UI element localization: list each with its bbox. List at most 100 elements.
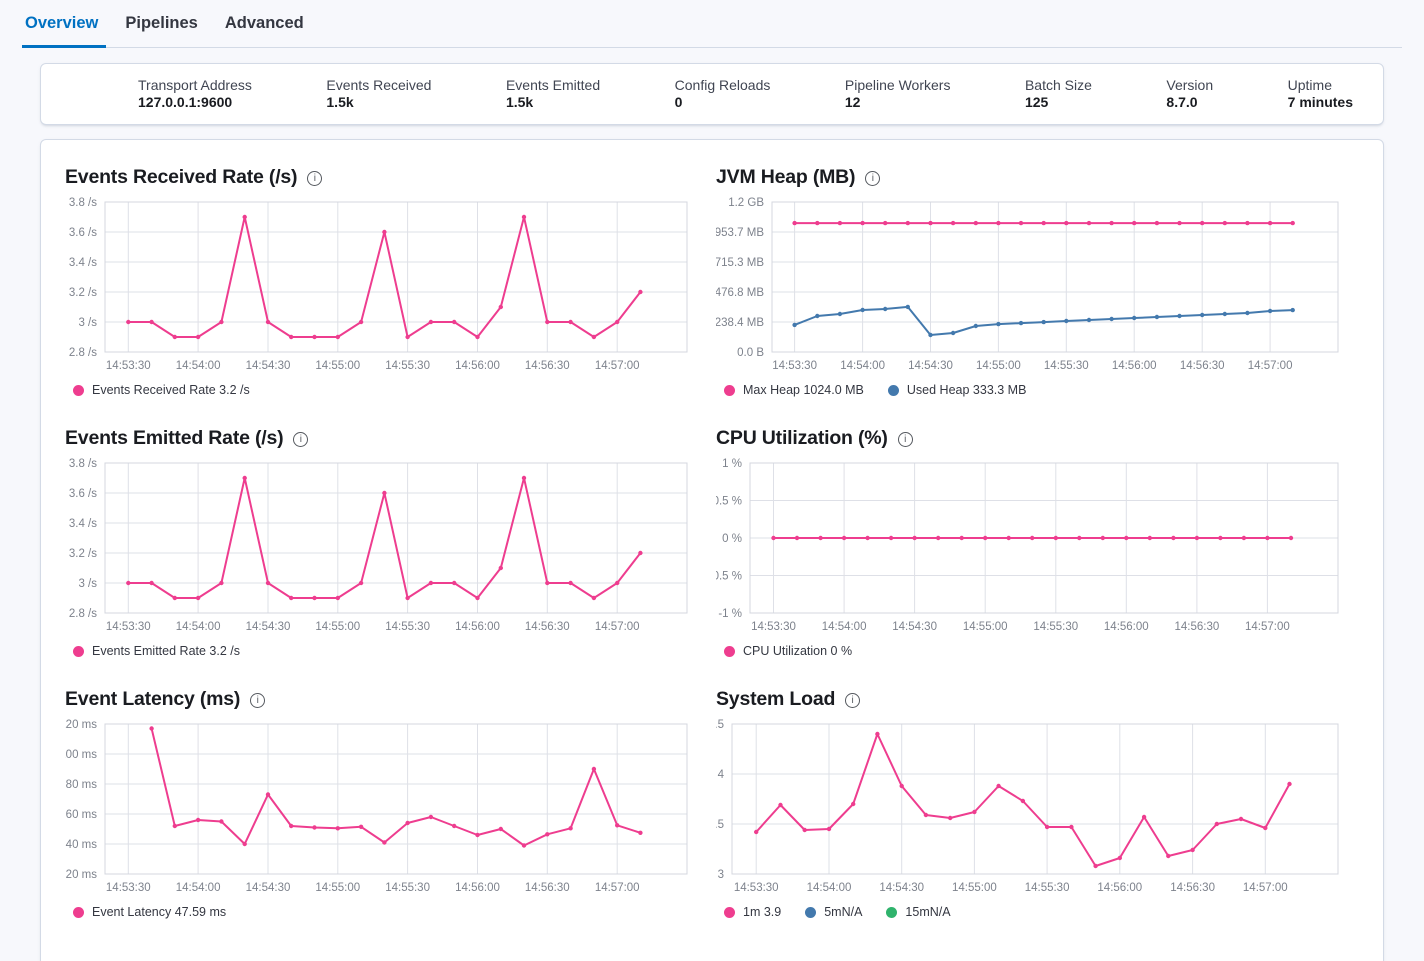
legend-dot <box>724 906 735 918</box>
summary-config-reloads: Config Reloads 0 <box>675 77 771 111</box>
svg-text:80 ms: 80 ms <box>66 779 98 791</box>
system-load-plot[interactable]: 4.5 4 3.5 3 14:53:30 14:54:00 14:54:30 14:55:00… <box>716 718 1340 900</box>
chart-title-row: Events Received Rate (/s) <box>65 166 687 189</box>
jvm-heap-plot[interactable]: 1.2 GB 953.7 MB 715.3 MB 476.8 MB 238.4 MB 0.… <box>716 196 1340 378</box>
legend-dot <box>805 906 817 918</box>
legend-dot <box>886 906 898 918</box>
svg-text:14:57:00: 14:57:00 <box>595 621 640 633</box>
legend-label: Used Heap 333.3 MB <box>906 383 1027 397</box>
info-icon[interactable] <box>865 171 881 186</box>
svg-text:3.5: 3.5 <box>716 819 724 831</box>
legend-dot <box>73 645 84 657</box>
svg-text:14:55:30: 14:55:30 <box>1044 360 1089 372</box>
svg-text:14:56:00: 14:56:00 <box>1112 360 1157 372</box>
svg-text:14:55:00: 14:55:00 <box>963 621 1008 633</box>
svg-text:14:55:30: 14:55:30 <box>385 621 430 633</box>
svg-text:14:55:30: 14:55:30 <box>1033 621 1078 633</box>
svg-text:14:54:00: 14:54:00 <box>840 360 885 372</box>
summary-label: Uptime <box>1287 77 1332 93</box>
chart-events-received-rate: Events Received Rate (/s) 3.8 /s3.6 /s3.… <box>65 166 689 397</box>
chart-title: CPU Utilization (%) <box>716 427 888 449</box>
chart-cpu-utilization: CPU Utilization (%) 1 % 0.5 % 0 % -0.5 % -1 … <box>716 427 1340 658</box>
svg-text:14:56:00: 14:56:00 <box>455 621 500 633</box>
legend-dot <box>887 384 899 396</box>
svg-text:14:53:30: 14:53:30 <box>751 621 796 633</box>
svg-text:3.4 /s: 3.4 /s <box>69 518 97 530</box>
event-latency-plot[interactable]: 120 ms 100 ms 80 ms 60 ms 40 ms 20 ms 14:53:30… <box>65 718 689 900</box>
legend-dot <box>73 906 84 918</box>
tab-pipelines[interactable]: Pipelines <box>122 12 205 48</box>
legend-dot <box>724 384 735 396</box>
tab-advanced-label: Advanced <box>224 14 304 32</box>
svg-text:40 ms: 40 ms <box>66 839 98 851</box>
legend-label: 1m 3.9 <box>743 905 782 919</box>
svg-text:-0.5 %: -0.5 % <box>716 571 742 583</box>
svg-text:2.8 /s: 2.8 /s <box>69 608 97 620</box>
chart-jvm-heap: JVM Heap (MB) 1.2 GB 953.7 MB 715.3 MB 476.… <box>716 166 1340 397</box>
svg-text:14:57:00: 14:57:00 <box>595 882 640 894</box>
svg-text:14:55:00: 14:55:00 <box>315 360 360 372</box>
svg-text:14:55:30: 14:55:30 <box>385 360 430 372</box>
legend-item: 15mN/A <box>886 905 951 919</box>
chart-title: System Load <box>716 688 836 710</box>
info-icon[interactable] <box>897 432 913 447</box>
svg-text:14:55:00: 14:55:00 <box>976 360 1021 372</box>
tab-overview-label: Overview <box>25 14 99 32</box>
legend-item: 1m 3.9 <box>724 905 781 919</box>
node-summary-bar: Transport Address 127.0.0.1:9600 Events … <box>40 63 1384 125</box>
svg-text:3.4 /s: 3.4 /s <box>69 257 97 269</box>
info-icon[interactable] <box>307 171 323 186</box>
events-received-rate-plot[interactable]: 3.8 /s 3.6 /s 3.4 /s 3.2 /s 3 /s 2.8 /s 14:53:… <box>65 196 689 378</box>
tab-bar: Overview Pipelines Advanced <box>22 0 1402 48</box>
svg-text:3.8 /s: 3.8 /s <box>69 458 97 470</box>
chart-title: Events Emitted Rate (/s) <box>65 427 284 449</box>
chart-title: Events Received Rate (/s) <box>65 166 298 188</box>
svg-text:14:55:00: 14:55:00 <box>315 621 360 633</box>
svg-text:14:56:30: 14:56:30 <box>1170 882 1215 894</box>
svg-text:715.3 MB: 715.3 MB <box>716 257 764 269</box>
chart-title: Event Latency (ms) <box>65 688 241 710</box>
summary-batch-size: Batch Size 125 <box>1025 77 1092 111</box>
svg-text:14:54:00: 14:54:00 <box>176 882 221 894</box>
tab-advanced[interactable]: Advanced <box>222 12 312 48</box>
legend-label: CPU Utilization 0 % <box>743 644 853 658</box>
chart-legend: Event Latency 47.59 ms <box>65 905 687 919</box>
svg-text:3 /s: 3 /s <box>78 578 97 590</box>
svg-text:14:56:00: 14:56:00 <box>1097 882 1142 894</box>
chart-legend: Max Heap 1024.0 MB Used Heap 333.3 MB <box>716 383 1338 397</box>
svg-text:14:56:00: 14:56:00 <box>455 360 500 372</box>
legend-label: Event Latency 47.59 ms <box>92 905 227 919</box>
legend-item: Events Received Rate 3.2 /s <box>73 383 250 397</box>
svg-text:14:55:00: 14:55:00 <box>952 882 997 894</box>
events-emitted-rate-plot[interactable]: 3.8 /s 3.6 /s 3.4 /s 3.2 /s 3 /s 2.8 /s 14:53:… <box>65 457 689 639</box>
svg-text:14:54:00: 14:54:00 <box>176 621 221 633</box>
summary-version: Version 8.7.0 <box>1166 77 1213 111</box>
info-icon[interactable] <box>250 693 266 708</box>
info-icon[interactable] <box>293 432 309 447</box>
tab-overview[interactable]: Overview <box>22 12 107 48</box>
summary-value: 127.0.0.1:9600 <box>138 94 233 110</box>
svg-text:14:55:30: 14:55:30 <box>385 882 430 894</box>
chart-legend: 1m 3.9 5mN/A 15mN/A <box>716 905 1338 919</box>
summary-events-received: Events Received 1.5k <box>326 77 431 111</box>
summary-label: Events Emitted <box>505 77 601 93</box>
svg-text:3 /s: 3 /s <box>78 317 97 329</box>
svg-text:14:56:30: 14:56:30 <box>525 621 570 633</box>
svg-text:14:54:00: 14:54:00 <box>176 360 221 372</box>
legend-label: Events Received Rate 3.2 /s <box>92 383 250 397</box>
chart-legend: Events Received Rate 3.2 /s <box>65 383 687 397</box>
cpu-utilization-plot[interactable]: 1 % 0.5 % 0 % -0.5 % -1 % 14:53:30 14:54:00 14:… <box>716 457 1340 639</box>
legend-item: CPU Utilization 0 % <box>724 644 852 658</box>
svg-text:3.2 /s: 3.2 /s <box>69 548 97 560</box>
legend-dot <box>73 384 84 396</box>
svg-text:3.8 /s: 3.8 /s <box>69 197 97 209</box>
summary-value: 7 minutes <box>1287 94 1353 110</box>
info-icon[interactable] <box>845 693 861 708</box>
svg-text:60 ms: 60 ms <box>66 809 98 821</box>
legend-item: Used Heap 333.3 MB <box>887 383 1027 397</box>
svg-text:14:53:30: 14:53:30 <box>772 360 817 372</box>
chart-legend: CPU Utilization 0 % <box>716 644 1338 658</box>
svg-text:-1 %: -1 % <box>718 608 742 620</box>
summary-label: Transport Address <box>138 77 252 93</box>
svg-text:3: 3 <box>718 869 724 881</box>
